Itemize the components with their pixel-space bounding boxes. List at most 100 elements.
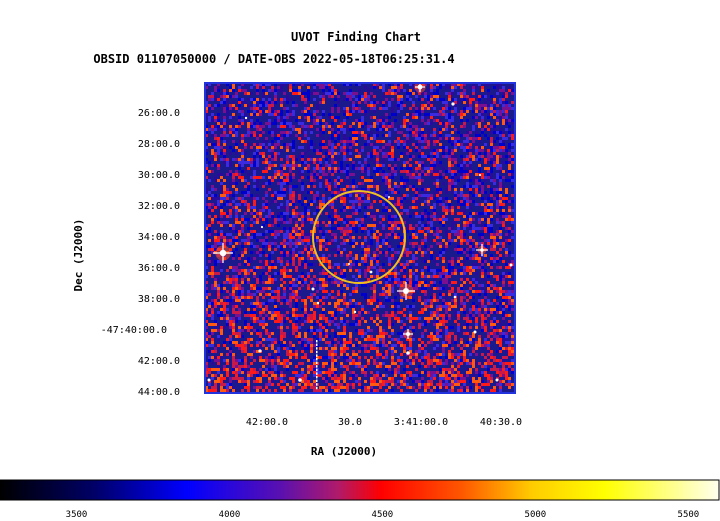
noise-pixel xyxy=(445,275,448,278)
noise-pixel xyxy=(343,134,346,137)
noise-pixel xyxy=(304,221,307,224)
noise-pixel xyxy=(424,305,427,308)
noise-pixel xyxy=(436,320,439,323)
noise-pixel xyxy=(445,287,448,290)
noise-pixel xyxy=(208,179,211,182)
noise-pixel xyxy=(487,224,490,227)
noise-pixel xyxy=(313,314,316,317)
noise-pixel xyxy=(433,131,436,134)
noise-pixel xyxy=(472,137,475,140)
noise-pixel xyxy=(478,101,481,104)
noise-pixel xyxy=(334,338,337,341)
noise-pixel xyxy=(217,137,220,140)
noise-pixel xyxy=(373,284,376,287)
noise-pixel xyxy=(349,206,352,209)
noise-pixel xyxy=(235,299,238,302)
noise-pixel xyxy=(421,155,424,158)
noise-pixel xyxy=(274,197,277,200)
noise-pixel xyxy=(241,107,244,110)
noise-pixel xyxy=(490,230,493,233)
noise-pixel xyxy=(439,128,442,131)
noise-pixel xyxy=(424,329,427,332)
noise-pixel xyxy=(472,308,475,311)
noise-pixel xyxy=(493,239,496,242)
noise-pixel xyxy=(313,329,316,332)
noise-pixel xyxy=(313,269,316,272)
noise-pixel xyxy=(298,200,301,203)
noise-pixel xyxy=(247,227,250,230)
noise-pixel xyxy=(508,119,511,122)
noise-pixel xyxy=(337,125,340,128)
noise-pixel xyxy=(415,272,418,275)
noise-pixel xyxy=(511,215,514,218)
noise-pixel xyxy=(463,83,466,86)
noise-pixel xyxy=(427,320,430,323)
noise-pixel xyxy=(427,269,430,272)
noise-pixel xyxy=(466,137,469,140)
noise-pixel xyxy=(226,317,229,320)
noise-pixel xyxy=(268,89,271,92)
noise-pixel xyxy=(343,146,346,149)
noise-pixel xyxy=(475,263,478,266)
noise-pixel xyxy=(499,302,502,305)
noise-pixel xyxy=(412,329,415,332)
noise-pixel xyxy=(286,131,289,134)
noise-pixel xyxy=(298,92,301,95)
noise-pixel xyxy=(352,122,355,125)
noise-pixel xyxy=(403,323,406,326)
noise-pixel xyxy=(493,248,496,251)
noise-pixel xyxy=(481,236,484,239)
noise-pixel xyxy=(391,236,394,239)
noise-pixel xyxy=(301,215,304,218)
noise-pixel xyxy=(355,200,358,203)
noise-pixel xyxy=(307,251,310,254)
noise-pixel xyxy=(469,269,472,272)
noise-pixel xyxy=(277,287,280,290)
noise-pixel xyxy=(466,314,469,317)
noise-pixel xyxy=(298,146,301,149)
noise-pixel xyxy=(445,104,448,107)
noise-pixel xyxy=(370,287,373,290)
noise-pixel xyxy=(469,164,472,167)
noise-pixel xyxy=(382,242,385,245)
noise-pixel xyxy=(292,185,295,188)
noise-pixel xyxy=(388,335,391,338)
noise-pixel xyxy=(415,116,418,119)
noise-pixel xyxy=(304,311,307,314)
noise-pixel xyxy=(352,140,355,143)
noise-pixel xyxy=(373,275,376,278)
noise-pixel xyxy=(268,125,271,128)
noise-pixel xyxy=(433,92,436,95)
noise-pixel xyxy=(277,326,280,329)
noise-pixel xyxy=(223,236,226,239)
noise-pixel xyxy=(259,215,262,218)
noise-pixel xyxy=(379,101,382,104)
noise-pixel xyxy=(232,275,235,278)
noise-pixel xyxy=(412,260,415,263)
noise-pixel xyxy=(505,251,508,254)
noise-pixel xyxy=(247,233,250,236)
noise-pixel xyxy=(379,305,382,308)
noise-pixel xyxy=(487,152,490,155)
noise-pixel xyxy=(388,209,391,212)
noise-pixel xyxy=(448,290,451,293)
noise-pixel xyxy=(268,167,271,170)
noise-pixel xyxy=(502,170,505,173)
noise-pixel xyxy=(301,173,304,176)
noise-pixel xyxy=(400,278,403,281)
noise-pixel xyxy=(502,197,505,200)
noise-pixel xyxy=(469,104,472,107)
noise-pixel xyxy=(388,182,391,185)
noise-pixel xyxy=(358,155,361,158)
noise-pixel xyxy=(400,263,403,266)
noise-pixel xyxy=(229,86,232,89)
noise-pixel xyxy=(214,89,217,92)
noise-pixel xyxy=(388,260,391,263)
noise-pixel xyxy=(268,212,271,215)
noise-pixel xyxy=(475,293,478,296)
noise-pixel xyxy=(394,233,397,236)
noise-pixel xyxy=(490,143,493,146)
noise-pixel xyxy=(448,95,451,98)
noise-pixel xyxy=(334,281,337,284)
noise-pixel xyxy=(460,146,463,149)
